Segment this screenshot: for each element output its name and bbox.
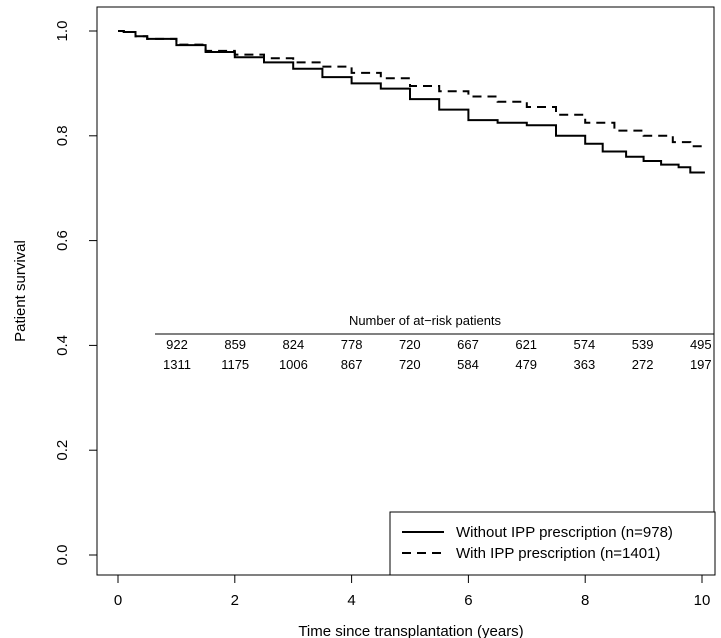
y-tick-label: 0.2 [54, 440, 71, 461]
risk-table-cell: 867 [341, 357, 363, 372]
x-tick-label: 10 [694, 592, 711, 609]
risk-table-cell: 495 [690, 337, 712, 352]
risk-table-cell: 720 [399, 337, 421, 352]
risk-table-cell: 272 [632, 357, 654, 372]
y-axis: 0.0 0.2 0.4 0.6 0.8 1.0 [54, 21, 98, 566]
plot-frame [96, 6, 715, 576]
risk-table-cell: 778 [341, 337, 363, 352]
x-tick-label: 4 [347, 592, 355, 609]
y-tick-label: 0.4 [54, 335, 71, 356]
series-line-2 [118, 30, 703, 152]
risk-table-cell: 922 [166, 337, 188, 352]
x-tick-label: 0 [114, 592, 122, 609]
series-layer [118, 30, 705, 174]
risk-table-cell: 574 [574, 337, 596, 352]
x-axis: 0 2 4 6 8 10 [114, 574, 711, 609]
risk-table-cell: 363 [574, 357, 596, 372]
y-tick-label: 0.8 [54, 125, 71, 146]
x-tick-label: 8 [581, 592, 589, 609]
x-tick-label: 2 [231, 592, 239, 609]
y-axis-label: Patient survival [12, 240, 29, 342]
series-line-1 [118, 30, 705, 174]
legend: Without IPP prescription (n=978) With IP… [389, 511, 716, 576]
risk-table-cell: 1006 [279, 357, 308, 372]
risk-table-cell: 720 [399, 357, 421, 372]
risk-table-cell: 1175 [221, 357, 249, 372]
risk-table-cell: 479 [515, 357, 537, 372]
x-axis-label: Time since transplantation (years) [298, 623, 523, 638]
risk-table-cell: 824 [283, 337, 305, 352]
risk-table-cell: 584 [457, 357, 479, 372]
risk-table-cell: 539 [632, 337, 654, 352]
y-tick-label: 0.6 [54, 230, 71, 251]
y-tick-label: 1.0 [54, 21, 71, 42]
risk-table-cell: 621 [515, 337, 537, 352]
legend-label-series-1: Without IPP prescription (n=978) [456, 524, 673, 541]
y-tick-label: 0.0 [54, 545, 71, 566]
legend-label-series-2: With IPP prescription (n=1401) [456, 545, 660, 562]
risk-table-cell: 667 [457, 337, 479, 352]
risk-table-title: Number of at−risk patients [349, 313, 502, 328]
risk-table-cell: 859 [224, 337, 246, 352]
x-tick-label: 6 [464, 592, 472, 609]
risk-table: Number of at−risk patients 922 859 824 778 7… [155, 313, 714, 372]
legend-box [389, 511, 716, 576]
risk-table-cell: 1311 [163, 357, 191, 372]
risk-table-cell: 197 [690, 357, 712, 372]
